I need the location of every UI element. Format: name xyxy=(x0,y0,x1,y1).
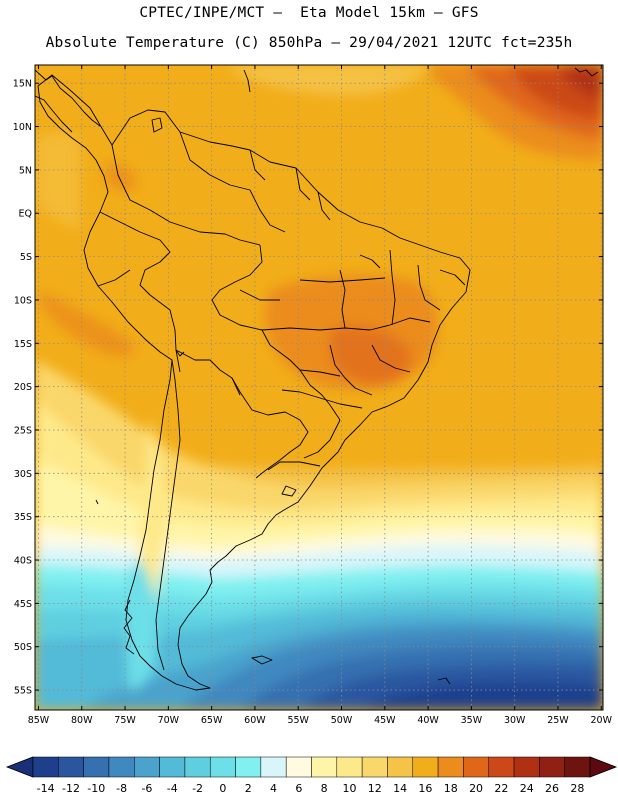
colorbar-swatch xyxy=(209,756,236,778)
map-frame xyxy=(34,64,604,711)
lat-tick-label: 55S xyxy=(14,686,32,697)
map-title: CPTEC/INPE/MCT – Eta Model 15km – GFS xyxy=(139,5,479,21)
temperature-field xyxy=(35,65,603,710)
colorbar-swatch xyxy=(285,756,312,778)
lat-tick-label: 40S xyxy=(14,556,32,567)
lon-tick-label: 40W xyxy=(417,715,439,726)
colorbar-swatch xyxy=(83,756,110,778)
colorbar-swatch xyxy=(336,756,363,778)
colorbar-swatch xyxy=(412,756,439,778)
colorbar-label: 10 xyxy=(342,782,356,795)
colorbar-label: 2 xyxy=(245,782,252,795)
lon-tick-label: 25W xyxy=(547,715,569,726)
colorbar-label: -8 xyxy=(116,782,127,795)
longitude-ticks: 85W 80W 75W 70W 65W 60W 55W 50W 45W 40W 35W 30W 25W 2… xyxy=(28,65,613,726)
colorbar: -14 -12 -10 -8 -6 -4 -2 0 2 4 6 8 10 12 14 16 18 20 22 24 26… xyxy=(5,756,618,795)
lat-tick-label: 5N xyxy=(19,165,32,176)
lat-tick-label: 15N xyxy=(13,79,32,90)
lon-tick-label: 45W xyxy=(374,715,396,726)
colorbar-swatch xyxy=(463,756,489,778)
colorbar-label: 16 xyxy=(418,782,432,795)
colorbar-label: 18 xyxy=(444,782,458,795)
colorbar-over-arrow xyxy=(589,756,618,778)
colorbar-label: -12 xyxy=(62,782,80,795)
colorbar-label: 22 xyxy=(494,782,508,795)
colorbar-swatch xyxy=(159,756,186,778)
lon-tick-label: 50W xyxy=(331,715,353,726)
colorbar-swatch xyxy=(361,756,388,778)
colorbar-label: 20 xyxy=(469,782,483,795)
coastlines xyxy=(35,67,599,691)
lon-tick-label: 55W xyxy=(287,715,309,726)
lon-tick-label: 30W xyxy=(504,715,526,726)
colorbar-label: -14 xyxy=(37,782,55,795)
colorbar-swatch xyxy=(108,756,135,778)
lat-tick-label: 45S xyxy=(14,599,32,610)
graticule xyxy=(35,65,603,710)
colorbar-swatch xyxy=(58,756,84,778)
colorbar-swatch xyxy=(134,756,160,778)
lat-tick-label: 10S xyxy=(14,295,32,306)
lon-tick-label: 60W xyxy=(244,715,266,726)
colorbar-label: 28 xyxy=(570,782,584,795)
lat-tick-label: 15S xyxy=(14,339,32,350)
colorbar-label: 6 xyxy=(295,782,302,795)
lon-tick-label: 80W xyxy=(71,715,93,726)
colorbar-label: -6 xyxy=(141,782,152,795)
lat-tick-label: 35S xyxy=(14,512,32,523)
colorbar-label: 4 xyxy=(270,782,277,795)
colorbar-swatch xyxy=(437,756,464,778)
lat-tick-label: 10N xyxy=(13,122,32,133)
colorbar-label: -10 xyxy=(87,782,105,795)
colorbar-swatch xyxy=(32,756,59,778)
map-subtitle: Absolute Temperature (C) 850hPa – 29/04/… xyxy=(45,35,573,51)
colorbar-label: 26 xyxy=(545,782,559,795)
lon-tick-label: 75W xyxy=(114,715,136,726)
colorbar-swatch xyxy=(387,756,414,778)
lat-tick-label: 5S xyxy=(20,252,32,263)
colorbar-under-arrow xyxy=(5,756,34,778)
colorbar-label: 24 xyxy=(520,782,534,795)
lat-tick-label: 50S xyxy=(14,642,32,653)
lon-tick-label: 65W xyxy=(201,715,223,726)
colorbar-label: -2 xyxy=(192,782,203,795)
colorbar-swatch xyxy=(311,756,338,778)
lon-tick-label: 35W xyxy=(461,715,483,726)
lat-tick-label: 30S xyxy=(14,469,32,480)
lat-tick-label: EQ xyxy=(19,209,32,220)
colorbar-swatch xyxy=(235,756,262,778)
colorbar-label: 8 xyxy=(321,782,328,795)
colorbar-label: 12 xyxy=(368,782,382,795)
colorbar-swatch xyxy=(260,756,287,778)
colorbar-swatch xyxy=(488,756,515,778)
colorbar-swatch xyxy=(184,756,211,778)
colorbar-label: -4 xyxy=(167,782,178,795)
colorbar-swatch xyxy=(539,756,565,778)
latitude-ticks: 15N 10N 5N EQ 5S 10S 15S 20S 25S 30S 35S 40S 45S 50S 5… xyxy=(13,79,603,697)
lat-tick-label: 20S xyxy=(14,382,32,393)
colorbar-label: 0 xyxy=(219,782,226,795)
lat-tick-label: 25S xyxy=(14,425,32,436)
lon-tick-label: 20W xyxy=(591,715,613,726)
lon-tick-label: 70W xyxy=(158,715,180,726)
colorbar-label: 14 xyxy=(393,782,407,795)
colorbar-swatch xyxy=(513,756,540,778)
lon-tick-label: 85W xyxy=(28,715,50,726)
colorbar-swatch xyxy=(564,756,591,778)
